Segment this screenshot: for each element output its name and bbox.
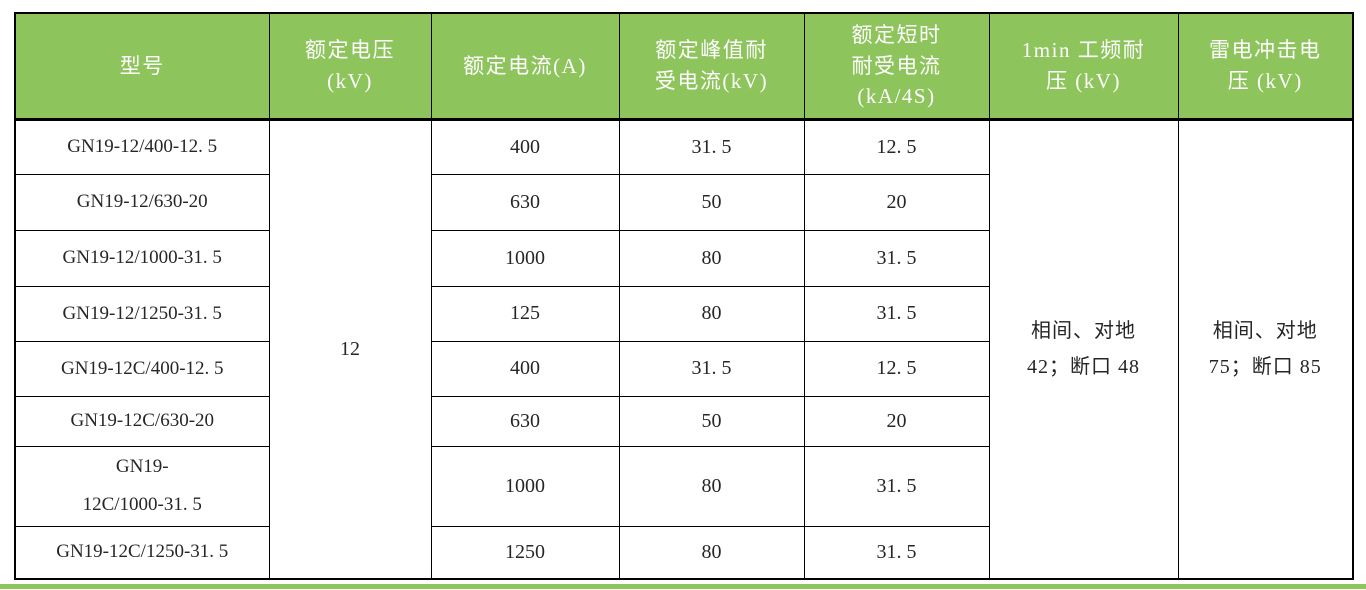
header-model: 型号 [14, 12, 270, 121]
peak-current-cell: 50 [618, 173, 805, 231]
rated-current-cell: 1000 [430, 445, 620, 527]
spec-table: 型号 额定电压 (kV) 额定电流(A) 额定峰值耐 受电流(kV) 额定短时 … [14, 12, 1354, 580]
bottom-accent-bar [0, 584, 1366, 589]
short-time-current-cell: 20 [803, 173, 990, 231]
short-time-current-cell: 31. 5 [803, 445, 990, 527]
model-cell: GN19-12C/630-20 [14, 395, 270, 447]
header-row: 型号 额定电压 (kV) 额定电流(A) 额定峰值耐 受电流(kV) 额定短时 … [14, 12, 1354, 121]
short-time-current-cell: 20 [803, 395, 990, 447]
rated-current-cell: 125 [430, 285, 620, 342]
header-peak-withstand-current: 额定峰值耐 受电流(kV) [618, 12, 805, 121]
header-rated-current: 额定电流(A) [430, 12, 620, 121]
rated-current-cell: 630 [430, 173, 620, 231]
header-lightning-impulse-voltage: 雷电冲击电 压 (kV) [1177, 12, 1354, 121]
short-time-current-cell: 31. 5 [803, 229, 990, 287]
model-cell: GN19-12/400-12. 5 [14, 118, 270, 175]
header-power-frequency-withstand-voltage: 1min 工频耐 压 (kV) [988, 12, 1179, 121]
rated-voltage-cell: 12 [268, 118, 432, 580]
peak-current-cell: 80 [618, 525, 805, 580]
model-cell: GN19-12/1250-31. 5 [14, 285, 270, 342]
table-row: GN19-12C/400-12. 5 400 31. 5 12. 5 [14, 340, 1353, 397]
table-row: GN19-12C/630-20 630 50 20 [14, 395, 1353, 447]
header-rated-voltage: 额定电压 (kV) [268, 12, 432, 121]
header-short-time-withstand-current: 额定短时 耐受电流 (kA/4S) [803, 12, 990, 121]
table-row: GN19-12/1250-31. 5 125 80 31. 5 [14, 285, 1353, 342]
power-frequency-voltage-cell: 相间、对地 42；断口 48 [988, 118, 1179, 580]
model-cell: GN19-12C/400-12. 5 [14, 340, 270, 397]
table-row: GN19-12/1000-31. 5 1000 80 31. 5 [14, 229, 1353, 287]
rated-current-cell: 1250 [430, 525, 620, 580]
short-time-current-cell: 12. 5 [803, 340, 990, 397]
rated-current-cell: 630 [430, 395, 620, 447]
model-cell: GN19- 12C/1000-31. 5 [14, 445, 270, 527]
model-cell: GN19-12/1000-31. 5 [14, 229, 270, 287]
lightning-impulse-voltage-cell: 相间、对地 75；断口 85 [1177, 118, 1354, 580]
short-time-current-cell: 12. 5 [803, 118, 990, 175]
peak-current-cell: 31. 5 [618, 118, 805, 175]
short-time-current-cell: 31. 5 [803, 525, 990, 580]
rated-current-cell: 400 [430, 340, 620, 397]
peak-current-cell: 80 [618, 285, 805, 342]
peak-current-cell: 50 [618, 395, 805, 447]
peak-current-cell: 80 [618, 229, 805, 287]
rated-current-cell: 1000 [430, 229, 620, 287]
model-cell: GN19-12C/1250-31. 5 [14, 525, 270, 580]
peak-current-cell: 31. 5 [618, 340, 805, 397]
table-row: GN19-12/400-12. 5 12 400 31. 5 12. 5 相间、… [14, 118, 1354, 580]
table-row: GN19-12C/1250-31. 5 1250 80 31. 5 [14, 525, 1353, 580]
rated-current-cell: 400 [430, 118, 620, 175]
model-cell: GN19-12/630-20 [14, 173, 270, 231]
short-time-current-cell: 31. 5 [803, 285, 990, 342]
peak-current-cell: 80 [618, 445, 805, 527]
table-row: GN19-12/630-20 630 50 20 [14, 173, 1353, 231]
